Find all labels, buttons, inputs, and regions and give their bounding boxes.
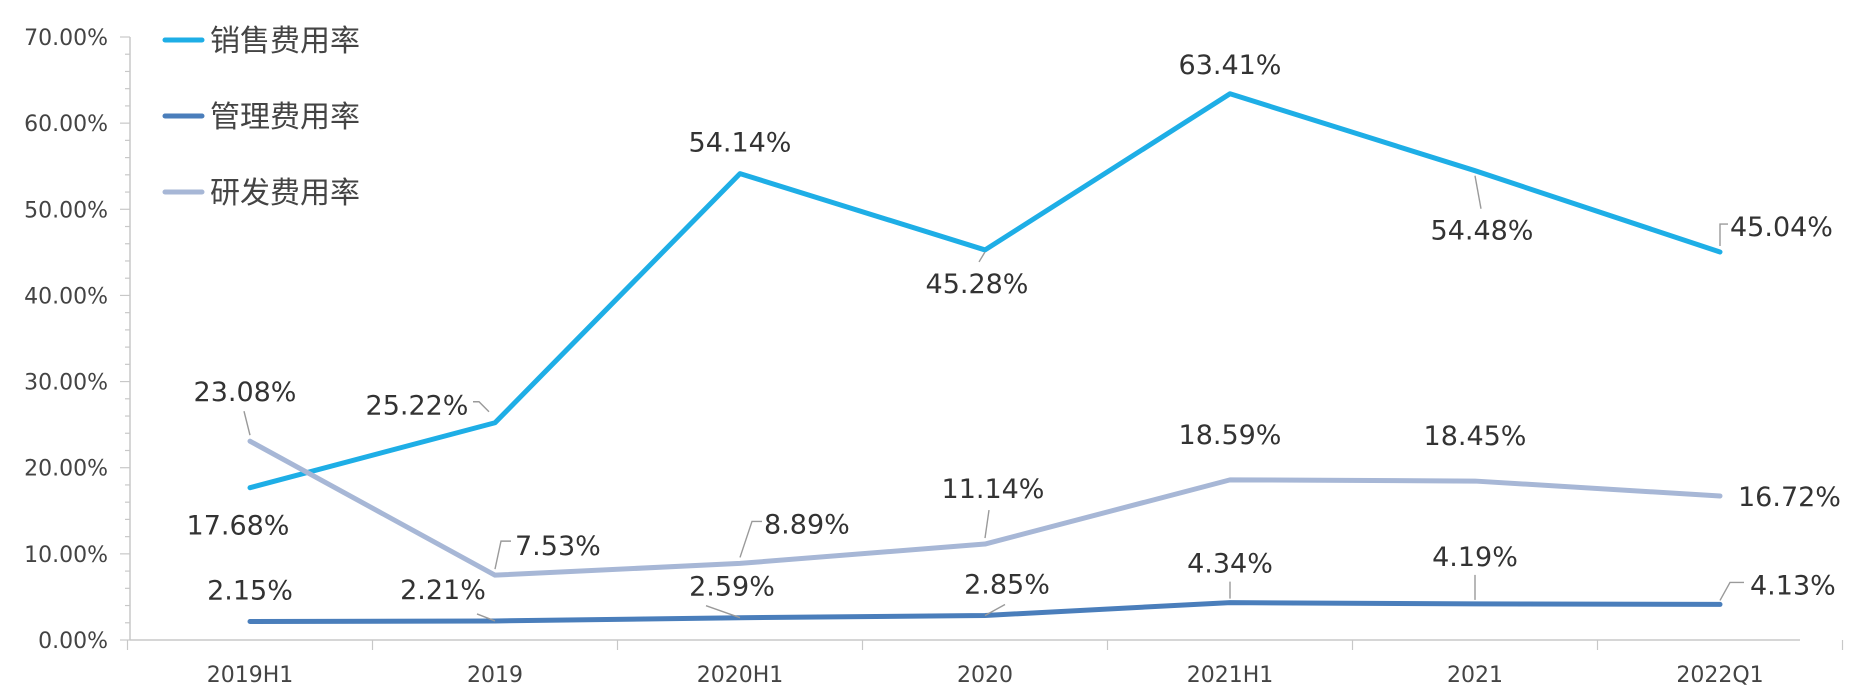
data-label-leader: [739, 520, 762, 558]
data-label: 4.34%: [1187, 549, 1273, 580]
data-label: 18.59%: [1179, 420, 1282, 451]
x-tick-label: 2019: [467, 663, 523, 688]
x-tick-label: 2022Q1: [1676, 663, 1763, 688]
data-label: 25.22%: [366, 391, 469, 422]
data-label-leader: [984, 509, 990, 539]
data-label-leader: [978, 251, 986, 263]
data-label-leader: [705, 605, 741, 619]
data-label: 2.21%: [400, 575, 486, 606]
data-label: 18.45%: [1424, 421, 1527, 452]
series-line-3: [247, 438, 1723, 578]
data-label-leader: [494, 540, 511, 570]
y-tick-label: 30.00%: [24, 371, 108, 396]
data-label-leader: [476, 613, 496, 622]
data-label-leader: [1719, 581, 1744, 601]
y-tick-label: 60.00%: [24, 112, 108, 137]
data-label: 54.48%: [1431, 216, 1534, 247]
y-tick-label: 0.00%: [38, 629, 108, 654]
data-label-leader: [243, 411, 251, 436]
data-label-leader: [984, 603, 1006, 617]
data-label: 63.41%: [1179, 50, 1282, 81]
data-label: 54.14%: [689, 128, 792, 159]
y-tick-label: 40.00%: [24, 284, 108, 309]
leader-lines: [243, 175, 1744, 622]
y-tick-label: 70.00%: [24, 26, 108, 51]
data-label: 45.28%: [926, 269, 1029, 300]
data-label: 11.14%: [942, 474, 1045, 505]
data-label: 2.59%: [689, 572, 775, 603]
data-label: 4.13%: [1750, 570, 1836, 601]
data-label-leader: [1719, 223, 1728, 247]
x-tick-label: 2020: [957, 663, 1013, 688]
data-label: 16.72%: [1738, 482, 1841, 513]
data-label: 2.85%: [964, 569, 1050, 600]
x-tick-label: 2021: [1447, 663, 1503, 688]
legend-label: 销售费用率: [210, 24, 360, 59]
data-labels: 17.68% 25.22% 54.14% 45.28% 63.41% 54.48% 45.0…: [187, 50, 1841, 607]
data-label: 45.04%: [1730, 212, 1833, 243]
data-label: 23.08%: [194, 377, 297, 408]
data-label: 8.89%: [764, 509, 850, 540]
series-line-1: [247, 91, 1723, 491]
data-label-leader: [473, 401, 490, 413]
y-tick-label: 50.00%: [24, 198, 108, 223]
data-label-leader: [1474, 175, 1482, 209]
data-label: 2.15%: [207, 575, 293, 606]
axes: 0.00% 10.00% 20.00% 30.00% 40.00% 50.00% 60.00…: [24, 26, 1844, 688]
legend-label: 研发费用率: [210, 176, 360, 211]
data-label: 4.19%: [1432, 542, 1518, 573]
x-tick-label: 2020H1: [697, 663, 784, 688]
data-label: 17.68%: [187, 511, 290, 542]
y-tick-label: 10.00%: [24, 543, 108, 568]
x-tick-label: 2021H1: [1187, 663, 1274, 688]
legend-label: 管理费用率: [210, 100, 360, 135]
x-tick-label: 2019H1: [207, 663, 294, 688]
y-tick-label: 20.00%: [24, 457, 108, 482]
data-label: 7.53%: [515, 531, 601, 562]
